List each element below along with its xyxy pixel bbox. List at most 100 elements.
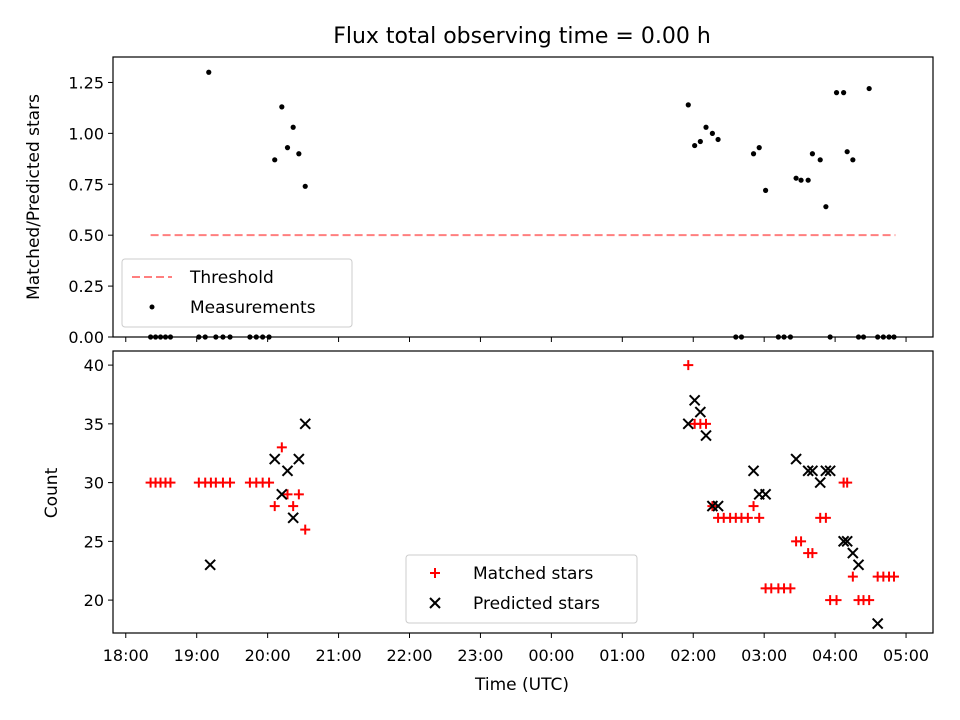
predicted-star-stroke-b (281, 465, 294, 477)
top-y-tick-label: 1.25 (68, 73, 104, 92)
bottom-axes-frame (112, 350, 934, 634)
measurement-point (692, 142, 698, 149)
predicted-star-stroke-b (759, 488, 772, 501)
predicted-star-point (847, 547, 859, 559)
matched-star-point (847, 571, 858, 582)
predicted-star-stroke-b (694, 406, 707, 418)
bottom-y-tick-label: 30 (84, 474, 104, 493)
matched-star-point (831, 595, 842, 606)
predicted-star-point (841, 535, 853, 548)
measurement-point (833, 90, 840, 96)
measurement-point (809, 151, 816, 157)
predicted-star-point (694, 406, 707, 418)
bottom-y-axis-label: Count (42, 467, 62, 518)
predicted-star-stroke-b (287, 512, 299, 524)
predicted-star-stroke-b (820, 465, 832, 477)
top-y-tick-label: 0.50 (68, 226, 104, 245)
x-tick-label: 05:00 (883, 646, 929, 665)
predicted-star-point (269, 453, 281, 465)
predicted-star-point (820, 465, 832, 477)
measurement-point (817, 157, 823, 163)
predicted-star-point (806, 465, 819, 477)
predicted-star-point (293, 453, 305, 465)
predicted-star-point (299, 418, 311, 430)
bottom-y-tick-label: 35 (84, 415, 104, 434)
predicted-star-stroke-b (841, 535, 853, 548)
legend-predicted-label: Predicted stars (473, 594, 600, 614)
bottom-y-tick-label: 25 (84, 532, 104, 551)
top-y-ticks: 0.00 0.25 0.50 0.75 1.00 1.25 (68, 73, 113, 347)
predicted-star-point (281, 465, 294, 477)
measurement-point (798, 177, 804, 183)
predicted-star-stroke-b (700, 429, 712, 442)
matched-star-point (683, 360, 694, 371)
matched-star-point (820, 512, 831, 523)
top-y-tick-label: 1.00 (68, 124, 104, 143)
x-tick-label: 21:00 (316, 646, 362, 665)
legend-predicted-swatch (429, 597, 441, 609)
top-y-axis-label: Matched/Predicted stars (24, 94, 44, 300)
matched-star-point (748, 501, 759, 512)
top-axes-frame (112, 56, 934, 338)
predicted-star-stroke-b (293, 453, 305, 465)
predicted-star-stroke-b (814, 476, 826, 489)
legend-matched-swatch (430, 568, 440, 578)
predicted-star-point (824, 465, 836, 477)
predicted-star-stroke-b (682, 418, 694, 430)
predicted-star-point (688, 394, 701, 407)
matched-star-point (701, 418, 712, 429)
measurement-point (823, 204, 829, 210)
top-y-tick-label: 0.25 (68, 277, 104, 296)
predicted-star-stroke-b (847, 547, 859, 559)
bottom-y-tick-label: 40 (84, 356, 104, 375)
matched-star-point (785, 583, 796, 594)
x-tick-label: 02:00 (670, 646, 716, 665)
matched-star-point (742, 512, 753, 523)
matched-star-point (288, 501, 299, 512)
predicted-star-stroke-b (712, 500, 724, 512)
measurement-point (697, 138, 703, 145)
predicted-star-stroke-b (688, 394, 701, 407)
legend-measurements-label: Measurements (190, 298, 316, 318)
predicted-star-point (814, 476, 826, 489)
predicted-star-stroke-b (802, 465, 814, 477)
bottom-y-ticks: 20 25 30 35 40 (84, 356, 113, 610)
predicted-star-stroke-b (790, 453, 802, 465)
x-axis-ticks: 18:00 19:00 20:00 21:00 22:00 23:00 00:00 01:00… (103, 337, 929, 665)
predicted-star-stroke-b (747, 465, 760, 477)
top-y-tick-label: 0.00 (68, 328, 104, 347)
matched-star-point (225, 477, 236, 488)
predicted-star-point (700, 429, 712, 442)
legend-measurements-swatch (149, 304, 155, 310)
matched-star-point (282, 489, 293, 500)
top-legend: Threshold Measurements (121, 258, 353, 328)
predicted-star-point (790, 453, 802, 465)
matched-star-point (864, 595, 875, 606)
matched-star-point (807, 548, 818, 559)
predicted-star-point (204, 559, 216, 571)
x-tick-label: 03:00 (741, 646, 787, 665)
predicted-star-stroke-b (269, 453, 281, 465)
measurement-point (290, 124, 296, 130)
predicted-star-point (682, 418, 694, 430)
measurement-point (715, 136, 721, 143)
matched-star-point (165, 477, 176, 488)
measurement-point (850, 157, 856, 163)
measurement-point (703, 124, 709, 130)
measurement-point (302, 183, 308, 189)
x-tick-label: 01:00 (599, 646, 645, 665)
matched-star-point (842, 477, 853, 488)
predicted-star-stroke-b (871, 617, 884, 630)
matched-star-point (264, 477, 275, 488)
top-legend-box (121, 258, 353, 328)
predicted-star-point (871, 617, 884, 630)
measurement-point (709, 130, 715, 136)
measurement-point (750, 151, 757, 157)
x-tick-label: 00:00 (528, 646, 574, 665)
x-tick-label: 20:00 (245, 646, 291, 665)
matched-star-point (754, 512, 765, 523)
measurement-point (284, 145, 291, 151)
matched-star-point (293, 489, 304, 500)
x-tick-label: 19:00 (174, 646, 220, 665)
predicted-star-stroke-b (806, 465, 819, 477)
